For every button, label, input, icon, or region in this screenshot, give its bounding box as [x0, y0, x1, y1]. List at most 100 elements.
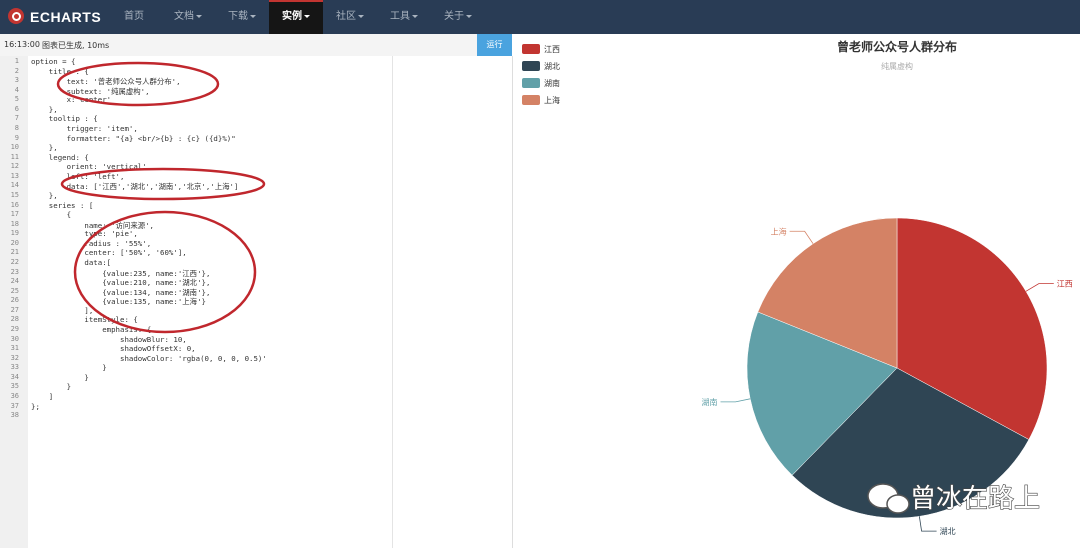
code-line: type: 'pie', [31, 229, 138, 239]
line-number: 23 [10, 267, 19, 276]
code-line: option = { [31, 57, 76, 66]
label-line [1025, 283, 1054, 292]
run-button[interactable]: 运行 [477, 34, 512, 56]
code-line: ] [31, 391, 54, 401]
pie-slice [757, 217, 898, 369]
legend-swatch [522, 78, 540, 88]
code-line: shadowBlur: 10, [31, 334, 187, 344]
nav-item[interactable]: 工具 [377, 0, 431, 34]
logo-icon [8, 8, 24, 24]
code-line: left: 'left', [31, 171, 125, 181]
code-line: } [31, 382, 72, 392]
slice-label: 江西 [1057, 280, 1073, 289]
line-number: 27 [10, 305, 19, 314]
status: 图表已生成, 10ms [42, 41, 110, 50]
slice-label: 湖南 [702, 397, 718, 407]
legend-swatch [522, 95, 540, 105]
nav-label: 文档 [174, 11, 194, 22]
code-line: } [31, 363, 107, 373]
line-number: 4 [14, 85, 19, 94]
code-line: x:'center' [31, 95, 112, 105]
line-number: 17 [10, 210, 19, 219]
line-number: 29 [10, 324, 19, 333]
label-line [918, 516, 937, 532]
code-line: radius : '55%', [31, 238, 152, 248]
line-number: 14 [10, 181, 19, 190]
toolbar: 16:13:00 图表已生成, 10ms 运行 [0, 34, 512, 57]
code-line: itemStyle: { [31, 315, 138, 325]
logo[interactable]: ECHARTS [30, 9, 102, 25]
code-line: emphasis: { [31, 324, 152, 334]
nav-item[interactable]: 下载 [215, 0, 269, 34]
code-line: center: ['50%', '60%'], [31, 248, 187, 258]
code-line: shadowOffsetX: 0, [31, 344, 196, 354]
code-line: }, [31, 104, 58, 114]
line-number: 34 [10, 372, 19, 381]
code-line: legend: { [31, 152, 89, 162]
line-number: 8 [14, 123, 19, 132]
chart-title: 曾老师公众号人群分布 [837, 39, 957, 54]
line-number: 36 [10, 391, 19, 400]
print-margin [392, 56, 393, 548]
line-number: 18 [10, 219, 19, 228]
nav-label: 下载 [228, 11, 248, 22]
legend-label: 江西 [544, 45, 560, 54]
code-line: }, [31, 190, 58, 200]
label-line [789, 230, 814, 244]
nav-item[interactable]: 关于 [431, 0, 485, 34]
navbar: ECHARTS 首页 文档 下载 实例 社区 工具 关于 [0, 0, 1080, 34]
code-line: series : [ [31, 200, 94, 210]
nav-label: 工具 [390, 11, 410, 22]
pie-slice [791, 367, 1030, 519]
code-line: data:[ [31, 257, 112, 267]
line-number: 2 [14, 66, 19, 75]
line-number: 16 [10, 200, 19, 209]
pie-slice [896, 217, 1048, 440]
line-number: 5 [14, 95, 19, 104]
caret [412, 14, 418, 18]
wechat-icon [886, 494, 910, 514]
caret [304, 14, 310, 18]
line-number: 30 [10, 334, 19, 343]
legend-label: 湖北 [544, 62, 560, 71]
legend-label: 上海 [544, 95, 560, 105]
line-number: 7 [14, 114, 19, 123]
line-number: 6 [14, 104, 19, 113]
nav-item[interactable]: 实例 [269, 0, 323, 34]
code-line: }, [31, 143, 58, 153]
time: 16:13:00 [4, 40, 40, 49]
nav-item[interactable]: 文档 [161, 0, 215, 34]
code-line: formatter: "{a} <br/>{b} : {c} ({d}%)" [31, 133, 236, 143]
nav-item[interactable]: 社区 [323, 0, 377, 34]
line-number: 33 [10, 363, 19, 372]
code-line: tooltip : { [31, 114, 98, 124]
code-line: }; [31, 401, 40, 411]
line-number: 21 [10, 248, 19, 257]
code-line: title : { [31, 66, 89, 76]
slice-label: 湖北 [940, 527, 956, 536]
code-line: data: ['江西','湖北','湖南','北京','上海'] [31, 182, 239, 192]
caret [466, 14, 472, 18]
pie-slice [746, 311, 898, 476]
code-line: shadowColor: 'rgba(0, 0, 0, 0.5)' [31, 353, 267, 363]
line-number: 19 [10, 229, 19, 238]
caret [250, 14, 256, 18]
line-number: 20 [10, 238, 19, 247]
line-number: 32 [10, 353, 19, 362]
nav-items: 首页 文档 下载 实例 社区 工具 关于 [107, 0, 485, 34]
nav-item[interactable]: 首页 [107, 0, 161, 34]
line-number: 26 [10, 296, 19, 305]
code-line: trigger: 'item', [31, 123, 138, 133]
nav-label: 实例 [282, 11, 302, 22]
gutter [0, 56, 28, 548]
line-number: 38 [10, 411, 19, 420]
line-number: 31 [10, 344, 19, 353]
caret [196, 14, 202, 18]
line-number: 28 [10, 315, 19, 324]
code-editor[interactable]: 1 option = {2 title : {3 text: '曾老师公众号人群分… [0, 56, 513, 548]
line-number: 12 [10, 162, 19, 171]
chart-subtitle: 纯属虚构 [881, 61, 913, 71]
nav-label: 社区 [336, 11, 356, 22]
code-line: orient: 'vertical', [31, 162, 152, 172]
